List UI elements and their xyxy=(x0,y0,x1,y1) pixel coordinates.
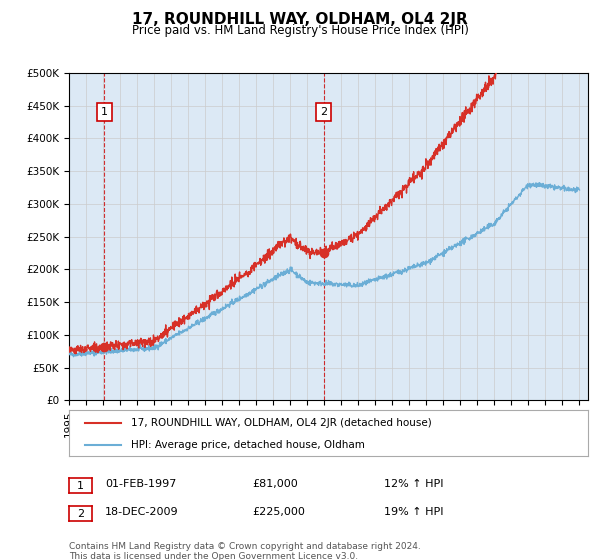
Text: 01-FEB-1997: 01-FEB-1997 xyxy=(105,479,176,489)
Text: 12% ↑ HPI: 12% ↑ HPI xyxy=(384,479,443,489)
Text: 1: 1 xyxy=(101,107,108,117)
Text: 18-DEC-2009: 18-DEC-2009 xyxy=(105,507,179,517)
Text: 19% ↑ HPI: 19% ↑ HPI xyxy=(384,507,443,517)
Text: £225,000: £225,000 xyxy=(252,507,305,517)
Text: Price paid vs. HM Land Registry's House Price Index (HPI): Price paid vs. HM Land Registry's House … xyxy=(131,24,469,36)
Text: 17, ROUNDHILL WAY, OLDHAM, OL4 2JR: 17, ROUNDHILL WAY, OLDHAM, OL4 2JR xyxy=(132,12,468,27)
Text: £81,000: £81,000 xyxy=(252,479,298,489)
Text: HPI: Average price, detached house, Oldham: HPI: Average price, detached house, Oldh… xyxy=(131,440,365,450)
Text: 1: 1 xyxy=(77,480,84,491)
Text: Contains HM Land Registry data © Crown copyright and database right 2024.
This d: Contains HM Land Registry data © Crown c… xyxy=(69,542,421,560)
Text: 17, ROUNDHILL WAY, OLDHAM, OL4 2JR (detached house): 17, ROUNDHILL WAY, OLDHAM, OL4 2JR (deta… xyxy=(131,418,432,428)
Text: 2: 2 xyxy=(77,508,84,519)
Text: 2: 2 xyxy=(320,107,327,117)
